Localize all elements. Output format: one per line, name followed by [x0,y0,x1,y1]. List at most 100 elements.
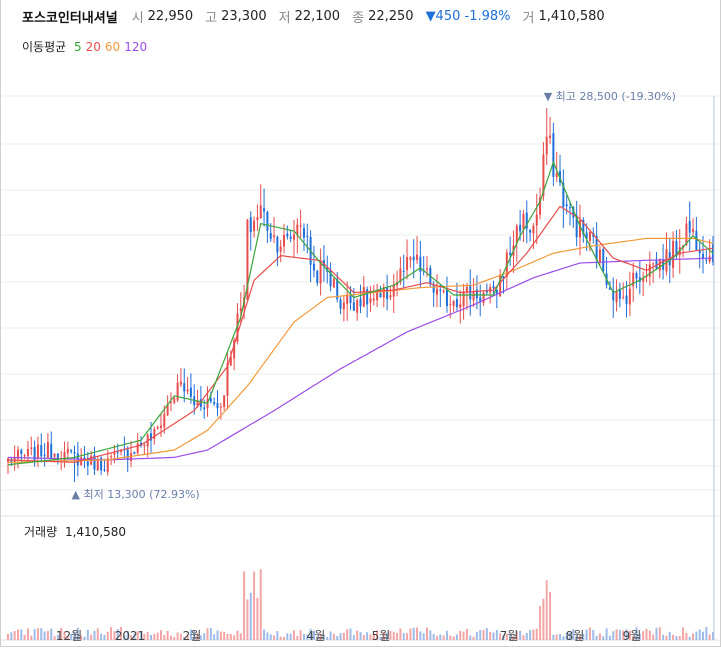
x-tick-label: 2021 [115,629,146,643]
volume-bar [509,633,512,640]
volume-bar [20,629,23,640]
candle-body [366,289,369,305]
candle-body [226,363,229,396]
candle-body [362,287,365,307]
x-tick-label: 4월 [307,629,326,643]
candle-body [339,299,342,309]
volume-bar [708,634,711,640]
volume-bar [316,636,319,640]
volume-bar [286,633,289,640]
volume-bar [455,634,458,640]
volume-bar [163,635,166,640]
volume-bar [695,631,698,640]
candle-body [203,407,206,410]
volume-bar [429,630,432,640]
candle-body [532,225,535,234]
volume-bar [86,629,89,640]
volume-bar [585,629,588,640]
close-label: 종 [352,10,365,26]
volume-bar [602,636,605,640]
volume-bar [342,632,345,640]
low-label: 저 [278,10,291,26]
candle-body [502,276,505,280]
volume-bar [465,628,468,640]
candle-body [156,426,159,429]
x-tick-label: 7월 [500,629,519,643]
volume-bar [475,631,478,640]
volume-bar [289,633,292,640]
volume-bar [472,636,475,640]
candle-body [100,457,103,471]
candle-body [692,228,695,233]
candle-body [602,249,605,272]
volume-bar [635,627,638,640]
volume-bar [296,635,299,640]
candle-body [618,288,621,299]
candle-body [465,286,468,293]
volume-bar [505,633,508,640]
volume-bar [445,630,448,640]
volume-bar [529,630,532,640]
volume-bar [406,633,409,640]
candle-body [46,442,49,458]
volume-bar [442,635,445,640]
candle-body [685,223,688,246]
open-value: 22,950 [147,8,194,24]
moving-average-legend[interactable]: 이동평균 5 20 60 120 [22,38,155,55]
volume-bar [229,634,232,640]
volume-bar [535,628,538,640]
volume-bar [306,634,309,640]
volume-bar [166,630,169,640]
volume-bar [452,636,455,640]
volume-bar [326,636,329,640]
candle-body [545,136,548,155]
candle-body [472,291,475,301]
candle-body [30,447,33,449]
volume-bar [449,635,452,640]
candle-body [595,236,598,260]
candle-body [598,249,601,263]
candle-body [555,173,558,178]
candle-body [522,213,525,230]
candle-body [26,449,29,457]
volume-bar [665,635,668,640]
volume-bar [183,636,186,640]
candle-body [628,288,631,305]
volume-bar [116,629,119,640]
volume-bar [319,633,322,640]
volume-bar [279,636,282,640]
volume-bar [176,632,179,640]
volume-value: 1,410,580 [538,8,605,24]
candle-body [302,228,305,238]
candle-body [133,452,136,454]
volume-bar [186,635,189,640]
volume-bar [532,629,535,640]
volume-bar [213,634,216,640]
volume-bar [379,636,382,640]
candle-body [312,263,315,271]
price-header: 포스코인터내셔널 시 22,950 고 23,300 저 22,100 종 22… [22,6,617,26]
candle-body [419,256,422,272]
volume-bar [173,636,176,640]
volume-bar [582,633,585,640]
volume-bar [565,632,568,640]
volume-bar [692,633,695,640]
volume-bar [189,629,192,640]
volume-bar [90,634,93,640]
candle-body [588,231,591,241]
candle-body [120,450,123,453]
volume-bar [439,634,442,640]
candle-body [648,264,651,277]
candle-body [299,225,302,227]
volume-bar [502,634,505,640]
volume-bar [312,630,315,640]
volume-bar [46,630,49,640]
volume-label: 거 [522,10,535,26]
candle-body [342,302,345,310]
candle-body [346,294,349,304]
volume-bar [642,631,645,640]
volume-bar [243,571,246,640]
volume-bar [56,634,59,640]
volume-bar [143,634,146,640]
